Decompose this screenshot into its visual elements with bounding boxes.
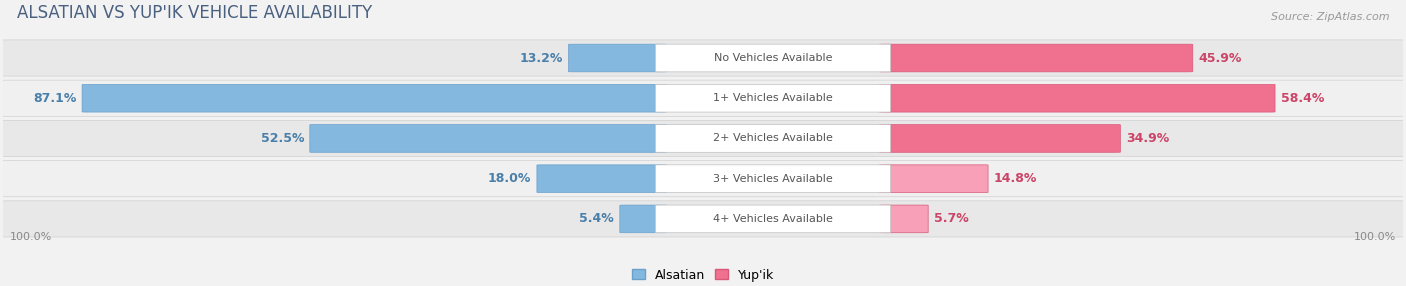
FancyBboxPatch shape: [655, 165, 890, 192]
Text: 100.0%: 100.0%: [1354, 232, 1396, 242]
Text: 18.0%: 18.0%: [488, 172, 531, 185]
Text: 1+ Vehicles Available: 1+ Vehicles Available: [713, 93, 832, 103]
Text: 45.9%: 45.9%: [1198, 51, 1241, 65]
FancyBboxPatch shape: [82, 84, 666, 112]
FancyBboxPatch shape: [309, 125, 666, 152]
Text: 34.9%: 34.9%: [1126, 132, 1170, 145]
FancyBboxPatch shape: [568, 44, 666, 72]
Text: 3+ Vehicles Available: 3+ Vehicles Available: [713, 174, 832, 184]
FancyBboxPatch shape: [655, 125, 890, 152]
FancyBboxPatch shape: [0, 120, 1406, 156]
FancyBboxPatch shape: [880, 44, 1192, 72]
Text: Source: ZipAtlas.com: Source: ZipAtlas.com: [1271, 12, 1389, 22]
Text: No Vehicles Available: No Vehicles Available: [714, 53, 832, 63]
FancyBboxPatch shape: [880, 165, 988, 192]
FancyBboxPatch shape: [880, 205, 928, 233]
FancyBboxPatch shape: [0, 160, 1406, 197]
Text: ALSATIAN VS YUP'IK VEHICLE AVAILABILITY: ALSATIAN VS YUP'IK VEHICLE AVAILABILITY: [17, 4, 373, 22]
Text: 87.1%: 87.1%: [34, 92, 76, 105]
FancyBboxPatch shape: [537, 165, 666, 192]
Text: 58.4%: 58.4%: [1281, 92, 1324, 105]
Text: 5.7%: 5.7%: [934, 212, 969, 225]
FancyBboxPatch shape: [0, 80, 1406, 116]
FancyBboxPatch shape: [655, 44, 890, 72]
FancyBboxPatch shape: [880, 125, 1121, 152]
Text: 14.8%: 14.8%: [994, 172, 1038, 185]
Text: 4+ Vehicles Available: 4+ Vehicles Available: [713, 214, 832, 224]
Text: 52.5%: 52.5%: [260, 132, 304, 145]
FancyBboxPatch shape: [655, 205, 890, 233]
FancyBboxPatch shape: [620, 205, 666, 233]
Text: 13.2%: 13.2%: [520, 51, 562, 65]
Legend: Alsatian, Yup'ik: Alsatian, Yup'ik: [627, 263, 779, 286]
Text: 100.0%: 100.0%: [10, 232, 52, 242]
Text: 5.4%: 5.4%: [579, 212, 614, 225]
Text: 2+ Vehicles Available: 2+ Vehicles Available: [713, 134, 832, 144]
FancyBboxPatch shape: [0, 40, 1406, 76]
FancyBboxPatch shape: [880, 84, 1275, 112]
FancyBboxPatch shape: [655, 84, 890, 112]
FancyBboxPatch shape: [0, 201, 1406, 237]
